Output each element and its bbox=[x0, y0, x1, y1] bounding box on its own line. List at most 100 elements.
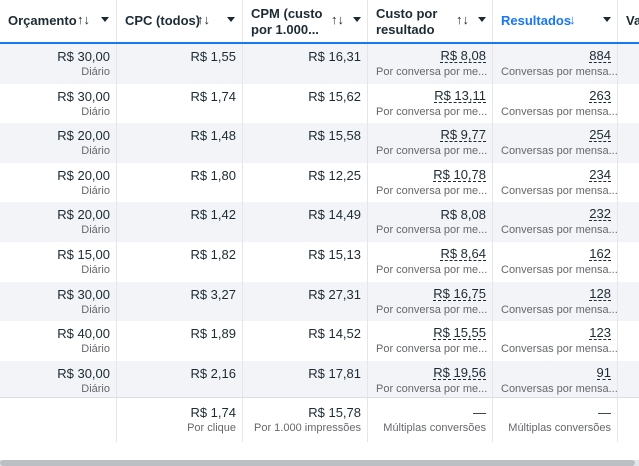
chevron-down-icon[interactable] bbox=[101, 17, 109, 22]
sort-icon[interactable]: ↑↓ bbox=[331, 12, 344, 27]
cpm-cell: R$ 14,52 bbox=[243, 321, 368, 361]
column-header-cpm[interactable]: CPM (custo por 1.000... ↑↓ bbox=[243, 0, 368, 42]
cpm-value: R$ 15,62 bbox=[308, 88, 361, 104]
results-value[interactable]: 263 bbox=[589, 87, 611, 103]
cpc-cell: R$ 1,48 bbox=[117, 123, 243, 163]
budget-subtext: Diário bbox=[81, 224, 110, 237]
column-header-results-label: Resultados bbox=[501, 13, 572, 28]
table-row[interactable]: R$ 30,00 Diário R$ 1,74 R$ 15,62 R$ 13,11 Por… bbox=[0, 83, 639, 124]
cost-per-result-value[interactable]: R$ 8,64 bbox=[440, 246, 486, 261]
cost-per-result-value: R$ 8,08 bbox=[440, 207, 486, 223]
cpm-cell: R$ 14,49 bbox=[243, 202, 368, 242]
table-row[interactable]: R$ 40,00 Diário R$ 1,89 R$ 14,52 R$ 15,55 Por… bbox=[0, 321, 639, 361]
column-header-results[interactable]: Resultados ↓ bbox=[493, 0, 618, 42]
budget-subtext: Diário bbox=[81, 382, 110, 395]
cpm-value: R$ 15,13 bbox=[308, 247, 361, 262]
column-header-next[interactable]: Va bbox=[618, 0, 639, 42]
cost-per-result-cell: R$ 16,75 Por conversa por me... bbox=[368, 281, 493, 322]
totals-cpc-value: R$ 1,74 bbox=[190, 405, 236, 420]
sort-descending-icon[interactable]: ↓ bbox=[569, 12, 576, 27]
results-cell: 162 Conversas por mensa... bbox=[493, 242, 618, 282]
chevron-down-icon[interactable] bbox=[603, 17, 611, 22]
sort-icon[interactable]: ↑↓ bbox=[197, 12, 210, 27]
results-value[interactable]: 884 bbox=[589, 48, 611, 63]
cpm-label-line2: por 1.000... bbox=[251, 22, 319, 37]
cost-per-result-value[interactable]: R$ 8,08 bbox=[440, 48, 486, 63]
results-subtext: Conversas por mensa... bbox=[501, 184, 618, 197]
chevron-down-icon[interactable] bbox=[353, 17, 361, 22]
table-row[interactable]: R$ 30,00 Diário R$ 1,55 R$ 16,31 R$ 8,08 Por … bbox=[0, 44, 639, 84]
table-row[interactable]: R$ 20,00 Diário R$ 1,80 R$ 12,25 R$ 10,78 Por… bbox=[0, 162, 639, 203]
cpc-cell: R$ 3,27 bbox=[117, 281, 243, 322]
cost-per-result-value[interactable]: R$ 19,56 bbox=[433, 364, 486, 380]
results-cell: 232 Conversas por mensa... bbox=[493, 202, 618, 242]
horizontal-scrollbar[interactable] bbox=[0, 460, 639, 466]
cpm-cell: R$ 17,81 bbox=[243, 360, 368, 401]
budget-cell: R$ 30,00 Diário bbox=[0, 281, 117, 322]
cpm-value: R$ 14,52 bbox=[308, 326, 361, 342]
table-row[interactable]: R$ 20,00 Diário R$ 1,42 R$ 14,49 R$ 8,08 Por … bbox=[0, 202, 639, 242]
results-value[interactable]: 123 bbox=[589, 325, 611, 341]
cost-per-result-cell: R$ 8,08 Por conversa por me... bbox=[368, 202, 493, 242]
cost-per-result-value[interactable]: R$ 13,11 bbox=[434, 87, 486, 103]
budget-cell: R$ 30,00 Diário bbox=[0, 83, 117, 124]
results-value[interactable]: 162 bbox=[589, 246, 611, 261]
table-header: Orçamento ↑↓ CPC (todos) ↑↓ CPM (custo p… bbox=[0, 0, 639, 44]
next-cell bbox=[618, 321, 639, 361]
sort-icon[interactable]: ↑↓ bbox=[456, 12, 469, 27]
cpm-cell: R$ 27,31 bbox=[243, 281, 368, 322]
cpc-cell: R$ 1,55 bbox=[117, 44, 243, 84]
budget-cell: R$ 20,00 Diário bbox=[0, 162, 117, 203]
cost-per-result-value[interactable]: R$ 16,75 bbox=[433, 285, 486, 301]
cpc-cell: R$ 1,89 bbox=[117, 321, 243, 361]
column-header-cpc[interactable]: CPC (todos) ↑↓ bbox=[117, 0, 243, 42]
cpm-cell: R$ 15,13 bbox=[243, 242, 368, 282]
cost-per-result-subtext: Por conversa por me... bbox=[376, 105, 488, 118]
cpm-value: R$ 27,31 bbox=[308, 286, 361, 302]
cost-per-result-value[interactable]: R$ 9,77 bbox=[440, 127, 486, 143]
results-value[interactable]: 232 bbox=[589, 206, 611, 222]
chevron-down-icon[interactable] bbox=[227, 17, 235, 22]
table-row[interactable]: R$ 15,00 Diário R$ 1,82 R$ 15,13 R$ 8,64 Por … bbox=[0, 242, 639, 282]
next-cell bbox=[618, 123, 639, 163]
results-value[interactable]: 254 bbox=[589, 127, 611, 143]
cpm-cell: R$ 16,31 bbox=[243, 44, 368, 84]
totals-row: R$ 1,74 Por clique R$ 15,78 Por 1.000 im… bbox=[0, 397, 639, 442]
results-subtext: Conversas por mensa... bbox=[501, 264, 618, 276]
budget-cell: R$ 40,00 Diário bbox=[0, 321, 117, 361]
budget-cell: R$ 30,00 Diário bbox=[0, 44, 117, 84]
results-subtext: Conversas por mensa... bbox=[501, 224, 618, 237]
cost-per-result-value[interactable]: R$ 10,78 bbox=[433, 166, 486, 182]
budget-cell: R$ 15,00 Diário bbox=[0, 242, 117, 282]
sort-icon[interactable]: ↑↓ bbox=[77, 12, 90, 27]
results-subtext: Conversas por mensa... bbox=[501, 105, 618, 118]
cost-per-result-cell: R$ 8,08 Por conversa por me... bbox=[368, 44, 493, 84]
totals-results-value: — bbox=[598, 405, 611, 420]
cost-per-result-value[interactable]: R$ 15,55 bbox=[433, 325, 486, 341]
chevron-down-icon[interactable] bbox=[478, 17, 486, 22]
cost-per-result-subtext: Por conversa por me... bbox=[376, 303, 488, 316]
budget-value: R$ 20,00 bbox=[57, 167, 110, 183]
column-header-cost-per-result[interactable]: Custo por resultado ↑↓ bbox=[368, 0, 493, 42]
column-header-cpm-label: CPM (custo por 1.000... bbox=[251, 6, 323, 38]
results-subtext: Conversas por mensa... bbox=[501, 303, 618, 316]
cost-per-result-cell: R$ 9,77 Por conversa por me... bbox=[368, 123, 493, 163]
table-row[interactable]: R$ 30,00 Diário R$ 2,16 R$ 17,81 R$ 19,56 Por… bbox=[0, 360, 639, 401]
table-row[interactable]: R$ 30,00 Diário R$ 3,27 R$ 27,31 R$ 16,75 Por… bbox=[0, 281, 639, 322]
column-header-cpc-label: CPC (todos) bbox=[125, 13, 201, 28]
column-header-budget-label: Orçamento bbox=[8, 13, 77, 28]
scrollbar-thumb[interactable] bbox=[0, 460, 635, 466]
results-value[interactable]: 91 bbox=[596, 364, 611, 380]
cost-label-line2: resultado bbox=[376, 22, 435, 37]
column-header-budget[interactable]: Orçamento ↑↓ bbox=[0, 0, 117, 42]
cpc-cell: R$ 1,80 bbox=[117, 162, 243, 203]
budget-cell: R$ 20,00 Diário bbox=[0, 123, 117, 163]
table-row[interactable]: R$ 20,00 Diário R$ 1,48 R$ 15,58 R$ 9,77 Por … bbox=[0, 123, 639, 163]
totals-cpc-sub: Por clique bbox=[187, 422, 236, 434]
cpm-label-line1: CPM (custo bbox=[251, 6, 323, 21]
results-subtext: Conversas por mensa... bbox=[501, 343, 618, 356]
results-value[interactable]: 234 bbox=[589, 166, 611, 182]
results-value[interactable]: 128 bbox=[589, 285, 611, 301]
cost-per-result-cell: R$ 8,64 Por conversa por me... bbox=[368, 242, 493, 282]
cpm-value: R$ 14,49 bbox=[308, 207, 361, 223]
